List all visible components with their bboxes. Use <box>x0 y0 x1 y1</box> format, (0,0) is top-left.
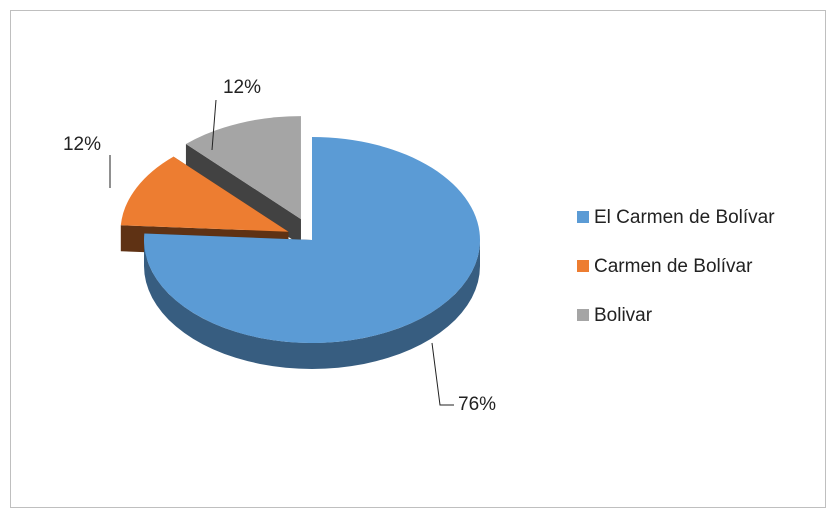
slice-top <box>144 137 480 343</box>
legend-label: Carmen de Bolívar <box>594 256 753 277</box>
slice-side <box>144 240 480 369</box>
leader-line <box>431 342 454 406</box>
legend-label: Bolivar <box>594 305 653 326</box>
legend-swatch <box>577 309 589 321</box>
slice-wall <box>185 143 301 246</box>
slice-top <box>185 116 301 220</box>
legend-swatch <box>577 211 589 223</box>
data-label: 76% <box>458 394 496 415</box>
leader-line <box>211 99 217 151</box>
legend-swatch <box>577 260 589 272</box>
pie-slice <box>144 137 480 369</box>
data-label: 12% <box>223 77 261 98</box>
legend-label: El Carmen de Bolívar <box>594 207 775 228</box>
data-label: 12% <box>63 134 101 155</box>
pie-slice <box>185 116 301 246</box>
slice-top <box>120 156 289 232</box>
